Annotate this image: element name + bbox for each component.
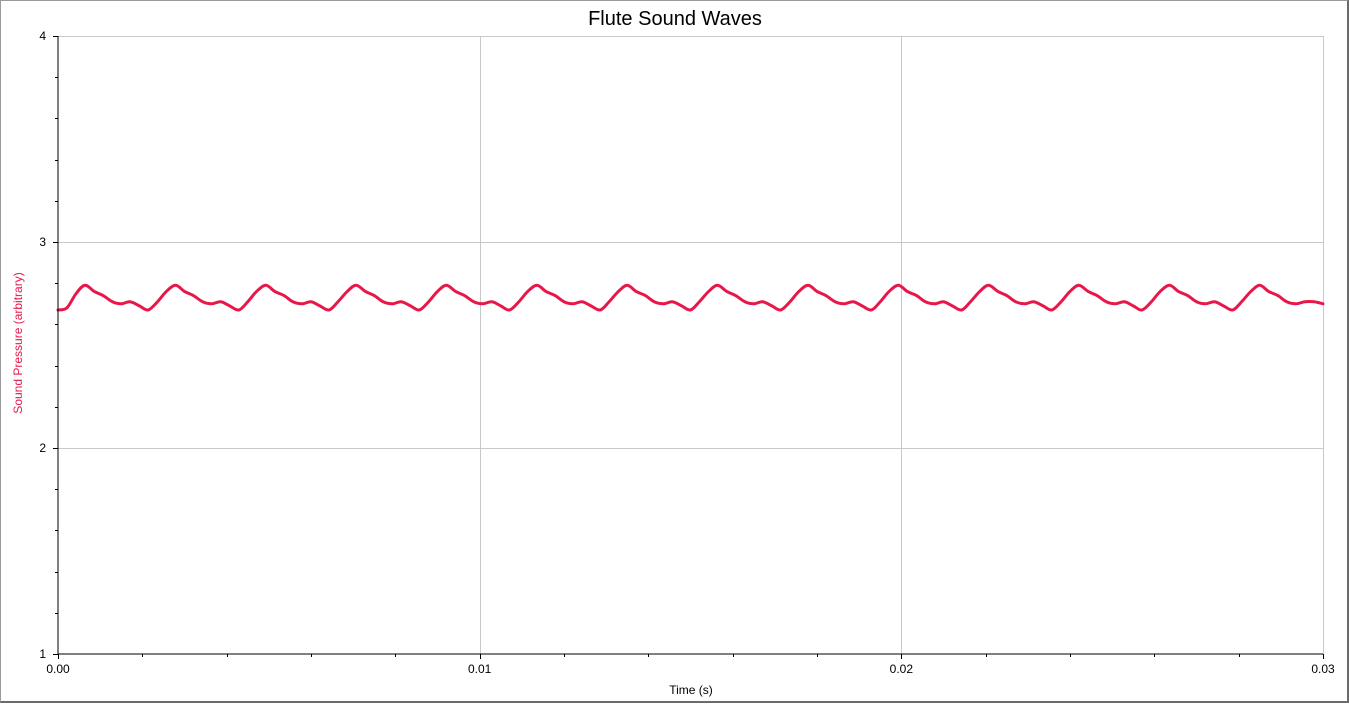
y-tick-label: 1 [39,647,46,661]
x-axis-title: Time (s) [669,683,713,697]
x-tick-label: 0.01 [468,662,492,676]
y-tick-label: 3 [39,235,46,249]
x-tick-label: 0.00 [46,662,70,676]
grid-lines [58,36,1324,654]
series-line [56,283,1325,312]
y-tick-label: 4 [39,29,46,43]
y-tick-label: 2 [39,441,46,455]
series-layer [56,283,1325,312]
y-axis-title: Sound Pressure (arbitrary) [11,272,25,413]
tick-labels: 0.00 0.01 0.02 0.03 1 2 3 4 [39,29,1335,676]
major-ticks [53,36,1324,659]
plot-area [58,36,1323,654]
x-tick-label: 0.02 [890,662,914,676]
x-tick-label: 0.03 [1311,662,1335,676]
chart-title: Flute Sound Waves [588,8,762,30]
